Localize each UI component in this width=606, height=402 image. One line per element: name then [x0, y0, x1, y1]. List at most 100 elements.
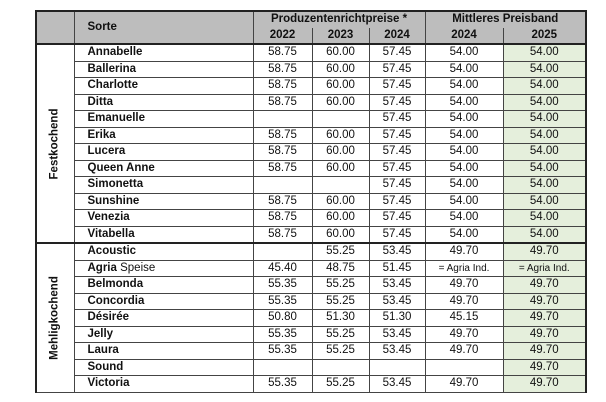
price-2024-cell: 51.30	[368, 309, 426, 327]
variety-name-text: Belmonda	[87, 278, 144, 291]
group-label-cell: Festkochend	[35, 43, 75, 244]
variety-name-text: Simonetta	[87, 178, 144, 191]
price-2024-cell: 57.45	[368, 77, 426, 95]
price-2022-cell: 58.75	[252, 93, 313, 111]
band-2024-cell: 49.70	[424, 375, 504, 393]
price-2024-cell: 57.45	[368, 143, 426, 161]
price-2024-cell: 53.45	[368, 375, 426, 393]
variety-name: Ditta	[73, 93, 254, 111]
price-2022-cell: 58.75	[252, 225, 313, 244]
price-2022-cell: 58.75	[252, 126, 313, 144]
band-2024-cell: 54.00	[424, 60, 504, 78]
variety-name: Concordia	[73, 292, 254, 310]
table-row: Charlotte 58.75 60.00 57.45 54.00 54.00	[36, 77, 587, 95]
price-2023-cell: 60.00	[311, 209, 370, 227]
band-2024-cell: 54.00	[424, 209, 504, 227]
band-2025-cell: 54.00	[502, 209, 587, 227]
price-2023-cell: 60.00	[311, 77, 370, 95]
group-header-cell	[35, 10, 75, 45]
variety-name: Charlotte	[73, 77, 254, 95]
price-2024-cell: 57.45	[368, 126, 426, 144]
producer-price-header: Produzentenrichtpreise *	[252, 10, 426, 28]
variety-name: Simonetta	[73, 176, 254, 194]
band-2025-cell: 49.70	[502, 375, 587, 393]
price-2024-cell	[368, 358, 426, 376]
year-header-2024: 2024	[368, 27, 426, 45]
price-2024-cell: 57.45	[368, 192, 426, 210]
year-header-2023: 2023	[311, 27, 370, 45]
band-2024-cell: 49.70	[424, 325, 504, 343]
variety-name-text: Ditta	[87, 95, 114, 108]
price-2022-cell: 50.80	[252, 309, 313, 327]
band-2025-cell: 54.00	[502, 176, 587, 194]
variety-name: Victoria	[73, 375, 254, 393]
price-2022-cell: 55.35	[252, 276, 313, 294]
price-2023-cell	[311, 110, 370, 128]
table-row: Sound 49.70	[36, 358, 587, 376]
band-2025-cell: 54.00	[502, 110, 587, 128]
variety-name-text: Annabelle	[87, 46, 143, 59]
price-2024-cell: 57.45	[368, 110, 426, 128]
band-2025-cell: 54.00	[502, 159, 587, 177]
variety-name: Queen Anne	[73, 159, 254, 177]
band-2025-cell: 49.70	[502, 325, 587, 343]
band-2024-cell: 54.00	[424, 192, 504, 210]
variety-name: Venezia	[73, 209, 254, 227]
price-band-header: Mittleres Preisband	[424, 10, 587, 28]
band-2024-cell: 49.70	[424, 292, 504, 310]
variety-name-text: Erika	[87, 128, 116, 141]
price-2022-cell: 55.35	[252, 375, 313, 393]
price-2023-cell	[311, 358, 370, 376]
band-2024-cell: 54.00	[424, 225, 504, 244]
table-row: Belmonda 55.35 55.25 53.45 49.70 49.70	[36, 276, 587, 294]
band-2025-cell: 54.00	[502, 143, 587, 161]
variety-name: Sound	[73, 358, 254, 376]
band-2025-cell: 54.00	[502, 43, 587, 62]
table-row: Queen Anne 58.75 60.00 57.45 54.00 54.00	[36, 159, 587, 177]
price-2023-cell: 48.75	[311, 259, 370, 277]
price-2023-cell: 60.00	[311, 43, 370, 62]
table-row: Concordia 55.35 55.25 53.45 49.70 49.70	[36, 292, 587, 310]
price-2023-cell: 55.25	[311, 276, 370, 294]
price-table: Sorte Produzentenrichtpreise * Mittleres…	[35, 10, 587, 393]
band-year-header-2024: 2024	[424, 27, 504, 45]
price-2023-cell	[311, 176, 370, 194]
band-2025-cell: 49.70	[502, 276, 587, 294]
price-2024-cell: 53.45	[368, 276, 426, 294]
band-2024-cell: 49.70	[424, 276, 504, 294]
table-row: Festkochend Annabelle 58.75 60.00 57.45 54.00…	[35, 43, 587, 244]
variety-name-text: Charlotte	[87, 79, 138, 92]
price-2024-cell: 57.45	[368, 225, 426, 244]
variety-name: Emanuelle	[73, 110, 254, 128]
table-row: Simonetta 57.45 54.00 54.00	[36, 176, 587, 194]
variety-name: Jelly	[73, 325, 254, 343]
price-2023-cell: 60.00	[311, 225, 370, 244]
variety-name-text: Jelly	[87, 327, 114, 340]
table-row: Agria Speise 45.40 48.75 51.45 = Agria Ind. =…	[36, 259, 587, 277]
variety-name-suffix: Speise	[116, 261, 156, 274]
price-2022-cell: 58.75	[252, 192, 313, 210]
price-2022-cell	[252, 242, 313, 261]
price-2022-cell	[252, 110, 313, 128]
band-2025-cell: 54.00	[502, 225, 587, 244]
band-2024-cell: 45.15	[424, 309, 504, 327]
band-2024-cell: 49.70	[424, 242, 504, 261]
group-label-cell: Mehligkochend	[35, 242, 75, 393]
table-row: Mehligkochend Acoustic 55.25 53.45 49.70 49.7…	[35, 242, 587, 393]
variety-name-text: Agria	[87, 261, 117, 274]
variety-name-text: Désirée	[87, 311, 130, 324]
variety-name-text: Sunshine	[87, 194, 140, 207]
band-year-header-2025: 2025	[502, 27, 587, 45]
band-2025-cell: 49.70	[502, 309, 587, 327]
variety-name: Annabelle	[73, 43, 254, 62]
price-2022-cell	[252, 358, 313, 376]
price-2022-cell: 58.75	[252, 43, 313, 62]
price-2022-cell: 58.75	[252, 60, 313, 78]
band-2024-cell	[424, 358, 504, 376]
band-2025-cell: 54.00	[502, 93, 587, 111]
variety-name-text: Laura	[87, 344, 119, 357]
price-2022-cell: 55.35	[252, 325, 313, 343]
variety-name: Lucera	[73, 143, 254, 161]
table-row: Vitabella 58.75 60.00 57.45 54.00 54.00	[36, 225, 587, 244]
band-2025-cell: 49.70	[502, 342, 587, 360]
